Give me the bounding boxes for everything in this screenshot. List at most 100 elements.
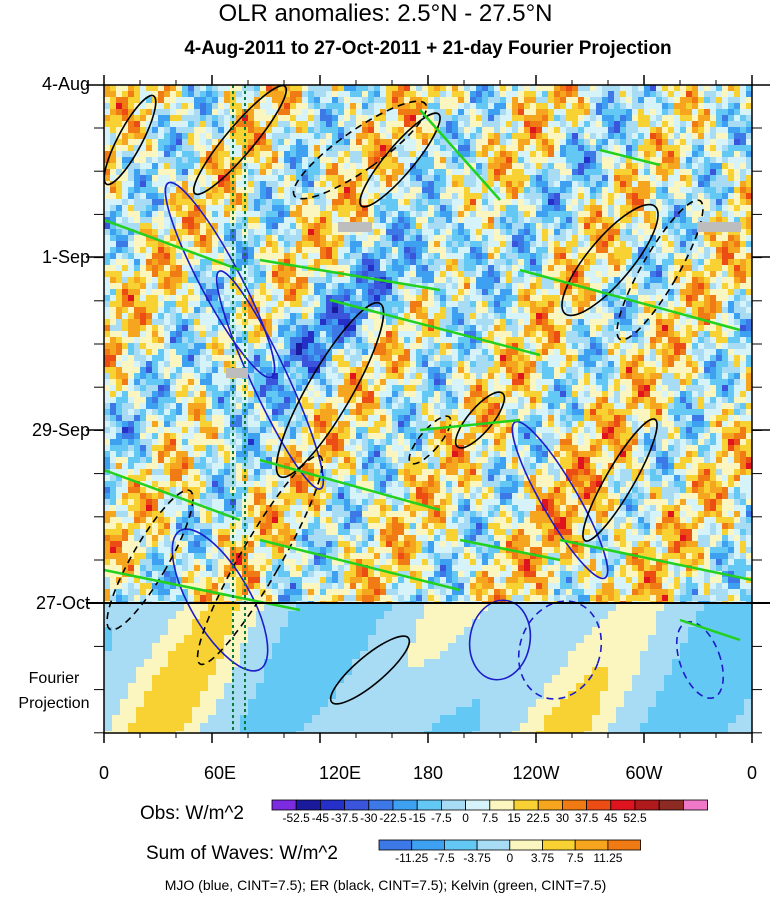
heatmap-cell — [392, 301, 399, 308]
heatmap-cell — [308, 175, 315, 182]
heatmap-cell — [680, 85, 687, 92]
heatmap-cell — [164, 301, 171, 308]
heatmap-cell — [530, 193, 537, 200]
heatmap-cell — [206, 349, 213, 356]
heatmap-cell — [446, 145, 453, 152]
heatmap-cell — [128, 91, 135, 98]
heatmap-cell — [146, 199, 153, 206]
heatmap-cell — [686, 223, 693, 230]
heatmap-cell — [488, 343, 495, 350]
heatmap-cell — [566, 121, 573, 128]
heatmap-cell — [710, 307, 717, 314]
heatmap-cell — [632, 229, 639, 236]
heatmap-cell — [554, 265, 561, 272]
heatmap-cell — [320, 325, 327, 332]
heatmap-cell — [722, 259, 729, 266]
heatmap-cell — [350, 289, 357, 296]
heatmap-cell — [692, 127, 699, 134]
heatmap-cell — [698, 187, 705, 194]
heatmap-cell — [386, 349, 393, 356]
heatmap-cell — [494, 259, 501, 266]
heatmap-cell — [344, 265, 351, 272]
heatmap-cell — [602, 91, 609, 98]
heatmap-cell — [116, 325, 123, 332]
heatmap-cell — [506, 205, 513, 212]
heatmap-cell — [644, 325, 651, 332]
heatmap-cell — [296, 205, 303, 212]
heatmap-cell — [470, 145, 477, 152]
heatmap-cell — [674, 349, 681, 356]
heatmap-cell — [248, 277, 255, 284]
heatmap-cell — [140, 127, 147, 134]
heatmap-cell — [344, 127, 351, 134]
heatmap-cell — [506, 283, 513, 290]
heatmap-cell — [170, 217, 177, 224]
heatmap-cell — [626, 205, 633, 212]
heatmap-cell — [248, 217, 255, 224]
heatmap-cell — [380, 217, 387, 224]
heatmap-cell — [716, 277, 723, 284]
heatmap-cell — [452, 85, 459, 92]
heatmap-cell — [362, 103, 369, 110]
heatmap-cell — [548, 241, 555, 248]
heatmap-cell — [566, 139, 573, 146]
heatmap-cell — [602, 331, 609, 338]
heatmap-cell — [470, 307, 477, 314]
heatmap-cell — [422, 355, 429, 362]
heatmap-cell — [464, 271, 471, 278]
heatmap-cell — [278, 325, 285, 332]
heatmap-cell — [644, 349, 651, 356]
heatmap-cell — [176, 193, 183, 200]
heatmap-cell — [524, 199, 531, 206]
heatmap-cell — [266, 301, 273, 308]
heatmap-cell — [530, 217, 537, 224]
heatmap-cell — [740, 157, 747, 164]
heatmap-cell — [542, 205, 549, 212]
heatmap-cell — [746, 271, 752, 278]
heatmap-cell — [116, 115, 123, 122]
heatmap-cell — [410, 139, 417, 146]
heatmap-cell — [410, 193, 417, 200]
heatmap-cell — [578, 151, 585, 158]
heatmap-cell — [194, 241, 201, 248]
heatmap-cell — [416, 133, 423, 140]
heatmap-cell — [308, 205, 315, 212]
heatmap-cell — [530, 199, 537, 206]
heatmap-cell — [542, 103, 549, 110]
heatmap-cell — [230, 229, 237, 236]
heatmap-cell — [584, 151, 591, 158]
heatmap-cell — [170, 325, 177, 332]
heatmap-cell — [320, 139, 327, 146]
heatmap-cell — [362, 193, 369, 200]
heatmap-cell — [548, 337, 555, 344]
heatmap-cell — [344, 331, 351, 338]
heatmap-cell — [206, 139, 213, 146]
heatmap-cell — [422, 97, 429, 104]
heatmap-cell — [152, 223, 159, 230]
heatmap-cell — [176, 145, 183, 152]
heatmap-cell — [242, 277, 249, 284]
heatmap-cell — [164, 151, 171, 158]
heatmap-cell — [404, 163, 411, 170]
heatmap-cell — [740, 205, 747, 212]
heatmap-cell — [674, 217, 681, 224]
heatmap-cell — [368, 325, 375, 332]
heatmap-cell — [632, 223, 639, 230]
heatmap-cell — [428, 271, 435, 278]
heatmap-cell — [662, 133, 669, 140]
heatmap-cell — [380, 331, 387, 338]
heatmap-cell — [488, 217, 495, 224]
heatmap-cell — [194, 283, 201, 290]
heatmap-cell — [692, 241, 699, 248]
heatmap-cell — [584, 313, 591, 320]
heatmap-cell — [650, 205, 657, 212]
heatmap-cell — [452, 151, 459, 158]
heatmap-cell — [230, 145, 237, 152]
heatmap-cell — [260, 133, 267, 140]
heatmap-cell — [638, 169, 645, 176]
heatmap-cell — [452, 115, 459, 122]
heatmap-cell — [338, 91, 345, 98]
heatmap-cell — [644, 217, 651, 224]
heatmap-cell — [206, 181, 213, 188]
heatmap-cell — [536, 247, 543, 254]
